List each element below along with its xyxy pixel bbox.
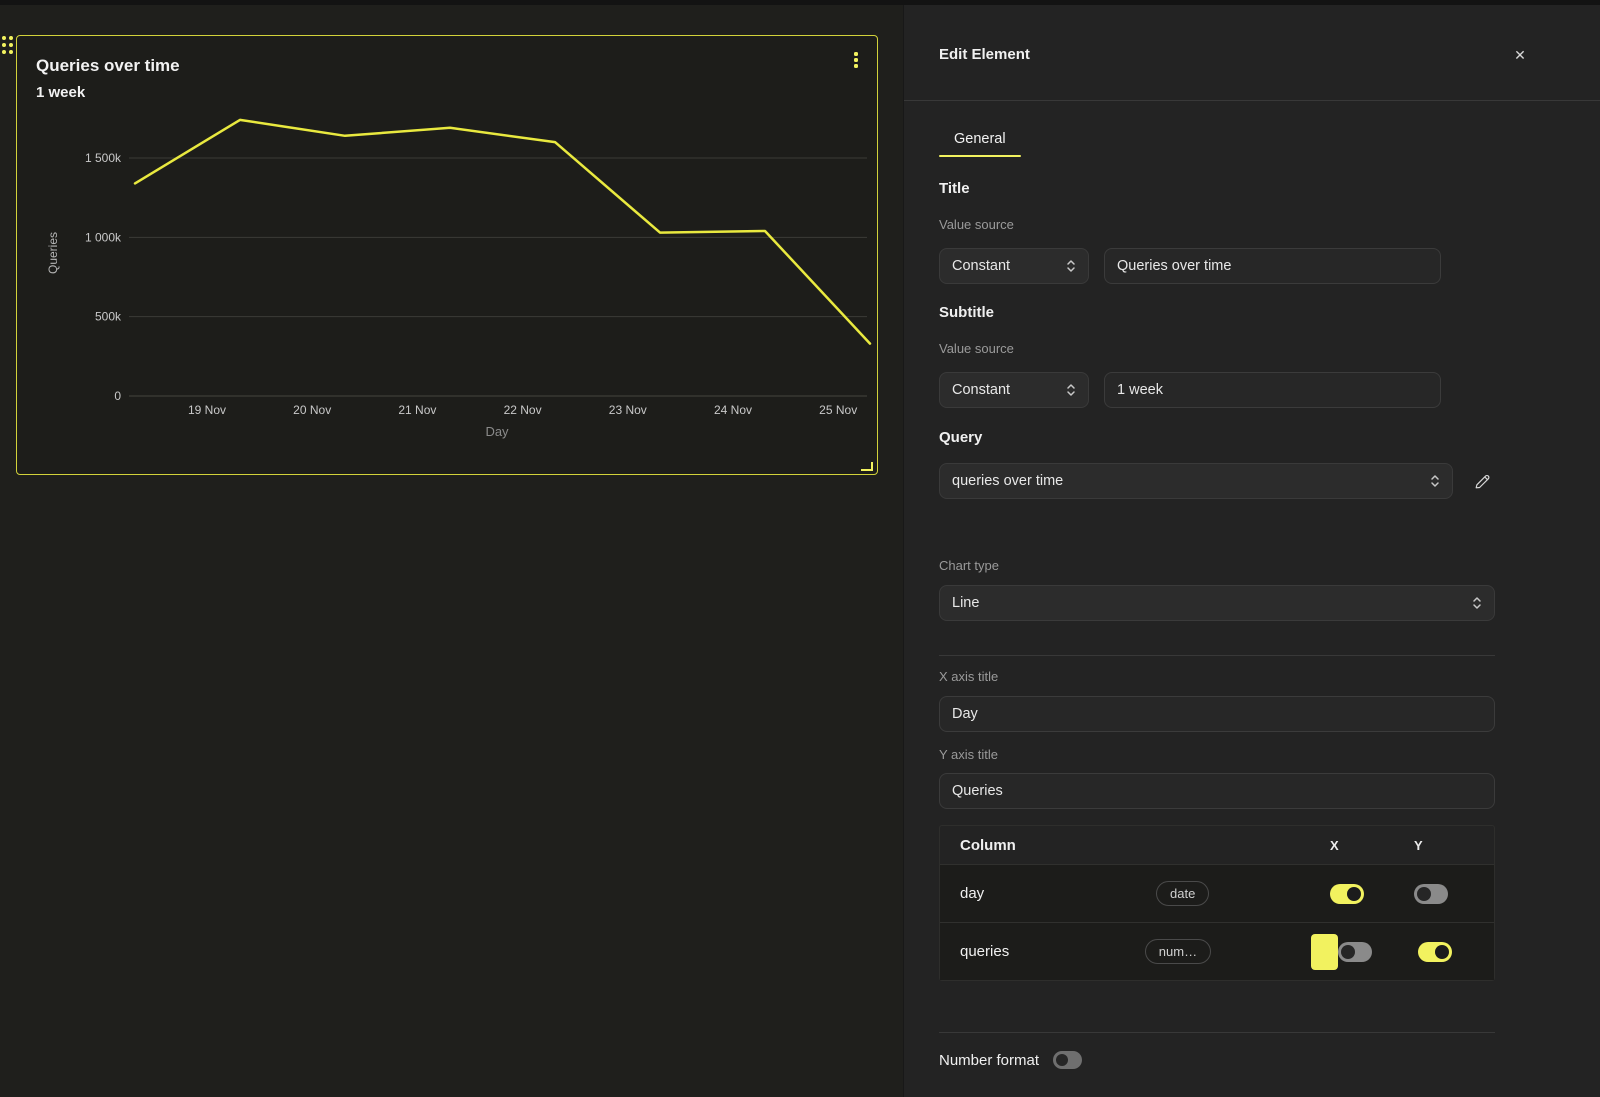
type-badge: date (1156, 881, 1210, 906)
edit-query-button[interactable] (1469, 468, 1495, 494)
type-badge: num… (1144, 939, 1212, 964)
svg-text:19 Nov: 19 Nov (188, 403, 226, 417)
chart-type-select[interactable]: Line (939, 585, 1495, 621)
y-axis-title-input[interactable]: Queries (939, 773, 1495, 809)
title-value-source-label: Value source (939, 217, 1014, 232)
title-value-input[interactable]: Queries over time (1104, 248, 1441, 284)
svg-text:20 Nov: 20 Nov (293, 403, 331, 417)
chevron-updown-icon (1067, 260, 1075, 272)
divider (939, 1032, 1495, 1033)
chevron-updown-icon (1431, 475, 1439, 487)
columns-table: Column X Y day date queries num… (939, 825, 1495, 981)
day-x-toggle[interactable] (1330, 883, 1364, 904)
tab-general[interactable]: General (939, 127, 1021, 157)
close-icon[interactable]: ✕ (1514, 47, 1526, 63)
svg-text:25 Nov: 25 Nov (819, 403, 857, 417)
chart-type-label: Chart type (939, 558, 999, 573)
chart-subtitle: 1 week (36, 84, 86, 101)
queries-line-chart: 1 500k 1 000k 500k 0 19 Nov 20 Nov 21 Nov 22 No… (46, 118, 872, 439)
series-color-swatch[interactable] (1311, 933, 1339, 970)
table-row-queries: queries num… (940, 922, 1494, 980)
panel-header: Edit Element ✕ (904, 5, 1600, 101)
chevron-updown-icon (1067, 384, 1075, 396)
panel-title: Edit Element (939, 46, 1030, 63)
title-section-heading: Title (939, 180, 970, 197)
tab-bar: General (939, 127, 1495, 157)
x-axis-title-label: X axis title (939, 669, 999, 684)
dashboard-canvas: Queries over time 1 week 1 500k 1 000k 500… (0, 5, 903, 1097)
svg-text:Queries: Queries (46, 232, 60, 274)
pencil-icon (1475, 474, 1489, 488)
svg-text:0: 0 (114, 389, 121, 403)
drag-handle-icon[interactable] (2, 36, 13, 54)
number-format-toggle[interactable] (1053, 1051, 1083, 1069)
queries-y-toggle[interactable] (1417, 941, 1452, 962)
subtitle-section-heading: Subtitle (939, 304, 994, 321)
resize-handle[interactable] (861, 462, 873, 471)
edit-element-panel: Edit Element ✕ General Title Value sourc… (903, 5, 1600, 1097)
x-header: X (1330, 837, 1339, 853)
number-format-label: Number format (939, 1051, 1040, 1069)
widget-menu-icon[interactable] (851, 49, 861, 71)
chart-widget[interactable]: Queries over time 1 week 1 500k 1 000k 500… (16, 35, 878, 475)
title-source-select[interactable]: Constant (939, 248, 1089, 284)
table-row-day: day date (940, 864, 1494, 922)
chevron-updown-icon (1473, 597, 1481, 609)
svg-text:21 Nov: 21 Nov (398, 403, 436, 417)
queries-x-toggle[interactable] (1338, 941, 1373, 962)
svg-text:22 Nov: 22 Nov (504, 403, 542, 417)
svg-text:23 Nov: 23 Nov (609, 403, 647, 417)
svg-text:500k: 500k (95, 310, 122, 324)
query-section-heading: Query (939, 429, 983, 446)
y-header: Y (1414, 837, 1423, 853)
svg-text:24 Nov: 24 Nov (714, 403, 752, 417)
svg-text:Day: Day (485, 424, 509, 439)
subtitle-value-input[interactable]: 1 week (1104, 372, 1441, 408)
app-main: Queries over time 1 week 1 500k 1 000k 500… (0, 5, 1600, 1097)
column-name: queries (960, 943, 1010, 960)
divider (939, 655, 1495, 656)
column-header: Column (960, 836, 1016, 854)
subtitle-value-source-label: Value source (939, 341, 1014, 356)
columns-table-header: Column X Y (940, 826, 1494, 864)
chart-title: Queries over time (36, 56, 180, 75)
subtitle-source-select[interactable]: Constant (939, 372, 1089, 408)
window-top-strip (0, 0, 1600, 5)
day-y-toggle[interactable] (1414, 883, 1448, 904)
x-axis-title-input[interactable]: Day (939, 696, 1495, 732)
query-select[interactable]: queries over time (939, 463, 1453, 499)
svg-text:1 000k: 1 000k (85, 230, 122, 244)
column-name: day (960, 885, 985, 902)
y-axis-title-label: Y axis title (939, 747, 999, 762)
svg-text:1 500k: 1 500k (85, 151, 122, 165)
